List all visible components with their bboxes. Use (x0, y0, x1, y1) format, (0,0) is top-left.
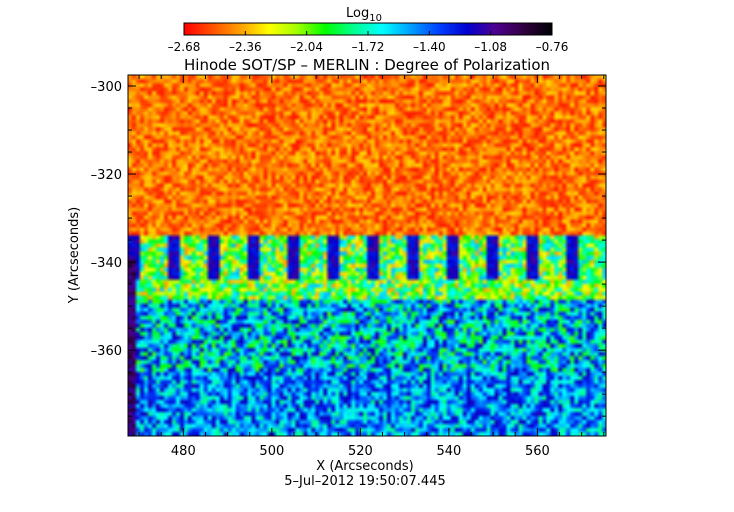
colorbar-tick-label: –2.36 (229, 40, 262, 54)
colorbar-ticks: –2.68 –2.36 –2.04 –1.72 –1.40 –1.08 –0.76 (168, 31, 569, 54)
x-axis-label: X (Arcseconds) (316, 459, 413, 474)
x-tick-label: 560 (525, 444, 550, 459)
colorbar-tick-label: –2.04 (290, 40, 323, 54)
x-tick-label: 520 (348, 444, 373, 459)
y-tick-label: –320 (91, 168, 122, 183)
x-tick-label: 480 (171, 444, 196, 459)
chart-title: Hinode SOT/SP – MERLIN : Degree of Polar… (184, 56, 550, 74)
colorbar-tick-label: –1.40 (413, 40, 446, 54)
y-tick-label: –300 (91, 80, 122, 95)
colorbar-tick-label: –1.72 (352, 40, 385, 54)
y-tick-label: –360 (91, 344, 122, 359)
colorbar-label: Log10 (346, 6, 382, 24)
x-tick-label: 540 (436, 444, 461, 459)
colorbar-tick-label: –2.68 (168, 40, 201, 54)
plot-frame (127, 74, 607, 437)
colorbar-tick-label: –1.08 (474, 40, 507, 54)
date-label: 5–Jul–2012 19:50:07.445 (284, 474, 446, 489)
y-axis-label: Y (Arcseconds) (67, 207, 82, 304)
heatmap-raster (128, 75, 606, 436)
y-axis: –300 –320 –340 –360 (91, 80, 606, 417)
y-tick-label: –340 (91, 256, 122, 271)
colorbar-tick-label: –0.76 (536, 40, 569, 54)
x-tick-label: 500 (259, 444, 284, 459)
heatmap-image (128, 75, 606, 436)
x-axis: 480 500 520 540 560 (138, 75, 605, 459)
